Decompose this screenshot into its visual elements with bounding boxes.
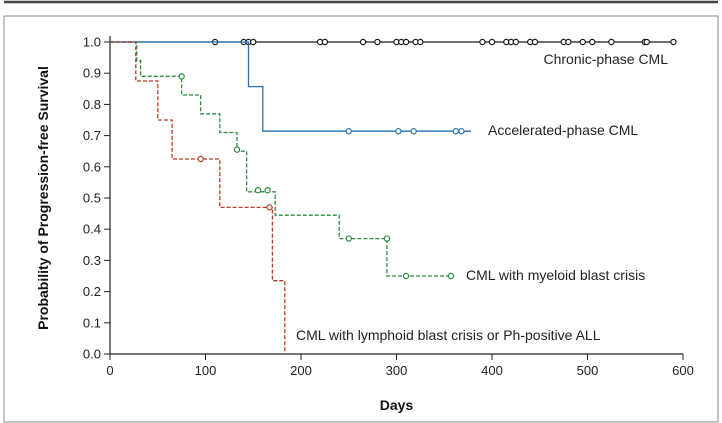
y-tick-label: 0.6: [83, 159, 101, 174]
series-curve: [110, 41, 451, 277]
x-tick-label: 500: [577, 363, 599, 378]
y-axis-title: Probability of Progression-free Survival: [35, 66, 51, 330]
x-tick-label: 0: [106, 363, 113, 378]
censor-mark: [589, 38, 596, 46]
censor-mark: [447, 272, 455, 280]
x-tick-label: 200: [290, 363, 312, 378]
censor-mark: [321, 38, 329, 46]
series-curve: [110, 41, 471, 132]
censor-mark: [264, 186, 271, 194]
censor-mark: [565, 38, 572, 46]
censor-mark: [395, 128, 402, 135]
censor-mark: [410, 128, 417, 135]
x-tick-label: 300: [386, 363, 408, 378]
censor-mark: [488, 38, 496, 46]
censor-mark: [178, 73, 185, 80]
censor-mark: [233, 146, 241, 153]
y-tick-label: 0.5: [83, 191, 101, 206]
y-tick-label: 0.9: [83, 66, 101, 81]
censor-mark: [579, 38, 586, 46]
censor-mark: [670, 38, 677, 46]
censor-mark: [383, 235, 391, 242]
censor-mark: [417, 38, 424, 46]
y-tick-label: 0.7: [83, 128, 101, 143]
series-label: CML with myeloid blast crisis: [466, 267, 645, 283]
y-tick-label: 0.8: [83, 97, 101, 112]
y-tick-label: 0.2: [83, 284, 101, 299]
censor-mark: [531, 38, 539, 46]
censor-mark: [345, 128, 352, 135]
censor-mark: [250, 38, 257, 46]
x-axis-title: Days: [380, 397, 414, 413]
x-tick-label: 600: [672, 363, 694, 378]
censor-mark: [266, 204, 273, 211]
series-label: Chronic-phase CML: [544, 51, 669, 67]
y-tick-label: 0.1: [83, 315, 101, 330]
y-tick-label: 0.4: [83, 222, 101, 237]
figure-border: [3, 15, 719, 423]
y-tick-label: 0.0: [83, 347, 101, 362]
series-label: CML with lymphoid blast crisis or Ph-pos…: [296, 327, 601, 343]
x-tick-label: 400: [481, 363, 503, 378]
censor-mark: [458, 128, 465, 135]
x-tick-label: 100: [195, 363, 217, 378]
censor-mark: [345, 235, 352, 242]
series-curve: [110, 41, 286, 354]
censor-mark: [359, 38, 367, 46]
censor-mark: [452, 128, 459, 135]
censor-mark: [643, 38, 650, 46]
censor-mark: [608, 38, 615, 46]
y-tick-label: 0.3: [83, 253, 101, 268]
chart-marks: 0.0 0.1 0.2 0.3 0.4 0.5 0.6 0.7 0.8 0.9 1.0 0 100 200…: [83, 35, 694, 379]
censor-mark: [402, 38, 410, 46]
censor-mark: [374, 38, 381, 46]
censor-mark: [512, 38, 520, 46]
censor-mark: [197, 155, 204, 163]
censor-mark: [479, 38, 486, 46]
censor-mark: [402, 272, 410, 280]
y-tick-label: 1.0: [83, 35, 101, 50]
series-label: Accelerated-phase CML: [488, 122, 638, 138]
censor-mark: [254, 186, 262, 194]
